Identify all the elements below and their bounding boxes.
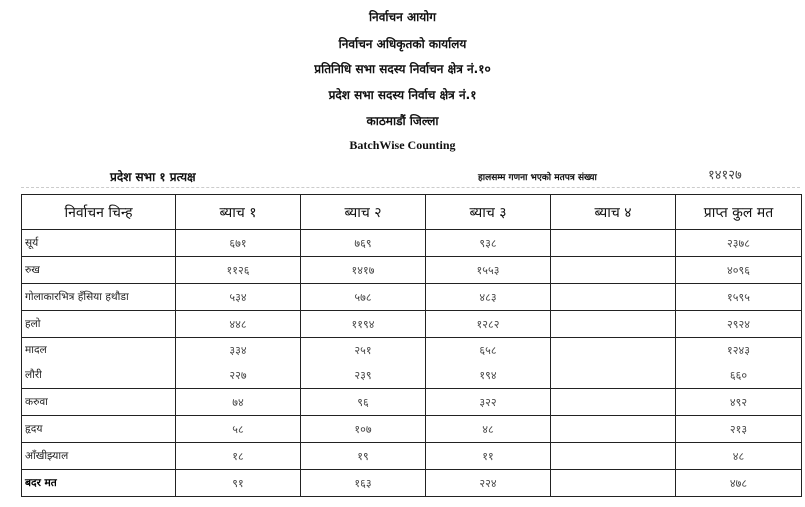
vote-cell: ५८: [175, 415, 301, 443]
vote-cell: [550, 256, 676, 284]
district-title: काठमाडौं जिल्ला: [366, 114, 439, 128]
vote-cell: ४४८: [175, 310, 301, 338]
vote-cell: २२७: [229, 369, 247, 382]
vote-cell: [550, 283, 676, 311]
batch-count-table: निर्वाचन चिन्ह ब्याच १ ब्याच २ ब्याच ३ ब्याच…: [21, 194, 802, 497]
vote-cell: [554, 363, 672, 388]
vote-cell: ६७१: [175, 229, 301, 257]
vote-cell: [550, 229, 676, 257]
vote-cell: २१३: [675, 415, 802, 443]
vote-cell: [550, 388, 676, 416]
vote-cell: [550, 442, 676, 470]
symbol-name: गोलाकारभित्र हँसिया हथौडा: [21, 283, 176, 311]
merged-cell: मादल लौरी: [21, 337, 176, 389]
vote-cell: १०७: [300, 415, 426, 443]
divider: [21, 187, 800, 188]
table-row: रुख ११२६ १४१७ १५५३ ४०९६: [21, 256, 802, 284]
vote-cell: ७६९: [300, 229, 426, 257]
symbol-name: रुख: [21, 256, 176, 284]
table-row: हलो ४४८ ११९४ १२८२ २९२४: [21, 310, 802, 338]
vote-cell: ६५८: [479, 344, 497, 357]
vote-cell: ९६: [300, 388, 426, 416]
vote-cell: १९४: [479, 369, 497, 382]
vote-cell: २५१: [354, 344, 372, 357]
vote-cell: १५९५: [675, 283, 802, 311]
symbol-name: मादल: [25, 344, 47, 356]
table-row: करुवा ७४ ९६ ३२२ ४९२: [21, 388, 802, 416]
vote-cell: ४९२: [675, 388, 802, 416]
vote-cell: ९३८: [425, 229, 551, 257]
vote-cell: ५७८: [300, 283, 426, 311]
table-row: हृदय ५८ १०७ ४८ २१३: [21, 415, 802, 443]
vote-cell: ३२२: [425, 388, 551, 416]
vote-cell: ४७८: [675, 469, 802, 497]
vote-cell: ११९४: [300, 310, 426, 338]
constituency-title: प्रतिनिधि सभा सदस्य निर्वाचन क्षेत्र नं.…: [314, 62, 491, 76]
column-header: प्राप्त कुल मत: [675, 194, 802, 230]
table-row: गोलाकारभित्र हँसिया हथौडा ५३४ ५७८ ४८३ १५९५: [21, 283, 802, 311]
vote-cell: [550, 310, 676, 338]
vote-cell: ४८: [425, 415, 551, 443]
counted-ballots-value: १४१२७: [708, 168, 742, 183]
column-header: ब्याच ३: [425, 194, 551, 230]
vote-cell: ६६०: [729, 369, 748, 382]
vote-cell: १४१७: [300, 256, 426, 284]
batchwise-title: BatchWise Counting: [349, 138, 456, 152]
vote-cell: ५३४: [175, 283, 301, 311]
counted-ballots-label: हालसम्म गणना भएको मतपत्र संख्या: [478, 173, 597, 183]
table-row: बदर मत ९१ १६३ २२४ ४७८: [21, 469, 802, 497]
vote-cell: २९२४: [675, 310, 802, 338]
vote-cell: १२८२: [425, 310, 551, 338]
column-header: ब्याच ४: [550, 194, 676, 230]
vote-cell: [550, 469, 676, 497]
vote-cell: १२४३: [727, 344, 750, 357]
merged-cell: ६५८ १९४: [425, 337, 551, 389]
symbol-name: बदर मत: [21, 469, 176, 497]
table-row: सूर्य ६७१ ७६९ ९३८ २३७८: [21, 229, 802, 257]
table-row: आँखीझ्याल १८ १९ ११ ४८: [21, 442, 802, 470]
vote-cell: [554, 338, 672, 363]
org-title: निर्वाचन आयोग: [368, 10, 437, 24]
symbol-name: हलो: [21, 310, 176, 338]
vote-cell: ११२६: [175, 256, 301, 284]
column-header: ब्याच २: [300, 194, 426, 230]
merged-cell: २५१ २३९: [300, 337, 426, 389]
symbol-name: हृदय: [21, 415, 176, 443]
merged-cell: ३३४ २२७: [175, 337, 301, 389]
symbol-name: लौरी: [25, 369, 42, 381]
vote-cell: ११: [425, 442, 551, 470]
office-title: निर्वाचन अधिकृतको कार्यालय: [338, 37, 467, 51]
symbol-name: करुवा: [21, 388, 176, 416]
table-header: निर्वाचन चिन्ह ब्याच १ ब्याच २ ब्याच ३ ब्याच…: [21, 194, 802, 230]
merged-cell: १२४३ ६६०: [675, 337, 802, 389]
vote-cell: १९: [300, 442, 426, 470]
vote-cell: २३७८: [675, 229, 802, 257]
column-header: ब्याच १: [175, 194, 301, 230]
vote-cell: ३३४: [229, 344, 247, 357]
vote-cell: २३९: [354, 369, 372, 382]
column-header: निर्वाचन चिन्ह: [21, 194, 176, 230]
vote-cell: २२४: [425, 469, 551, 497]
symbol-name: आँखीझ्याल: [21, 442, 176, 470]
merged-cell: [550, 337, 676, 389]
vote-cell: [550, 415, 676, 443]
vote-cell: ४८: [675, 442, 802, 470]
vote-cell: ४८३: [425, 283, 551, 311]
vote-cell: १८: [175, 442, 301, 470]
vote-cell: ४०९६: [675, 256, 802, 284]
table-row-merged: मादल लौरी ३३४ २२७ २५१ २३९ ६५८ १९४ १२४३ ६६०: [21, 337, 802, 389]
vote-cell: ९१: [175, 469, 301, 497]
symbol-name: सूर्य: [21, 229, 176, 257]
election-type: प्रदेश सभा १ प्रत्यक्ष: [110, 170, 196, 184]
province-constituency-title: प्रदेश सभा सदस्य निर्वाच क्षेत्र नं.१: [328, 88, 477, 102]
vote-cell: ७४: [175, 388, 301, 416]
vote-cell: १६३: [300, 469, 426, 497]
vote-cell: १५५३: [425, 256, 551, 284]
